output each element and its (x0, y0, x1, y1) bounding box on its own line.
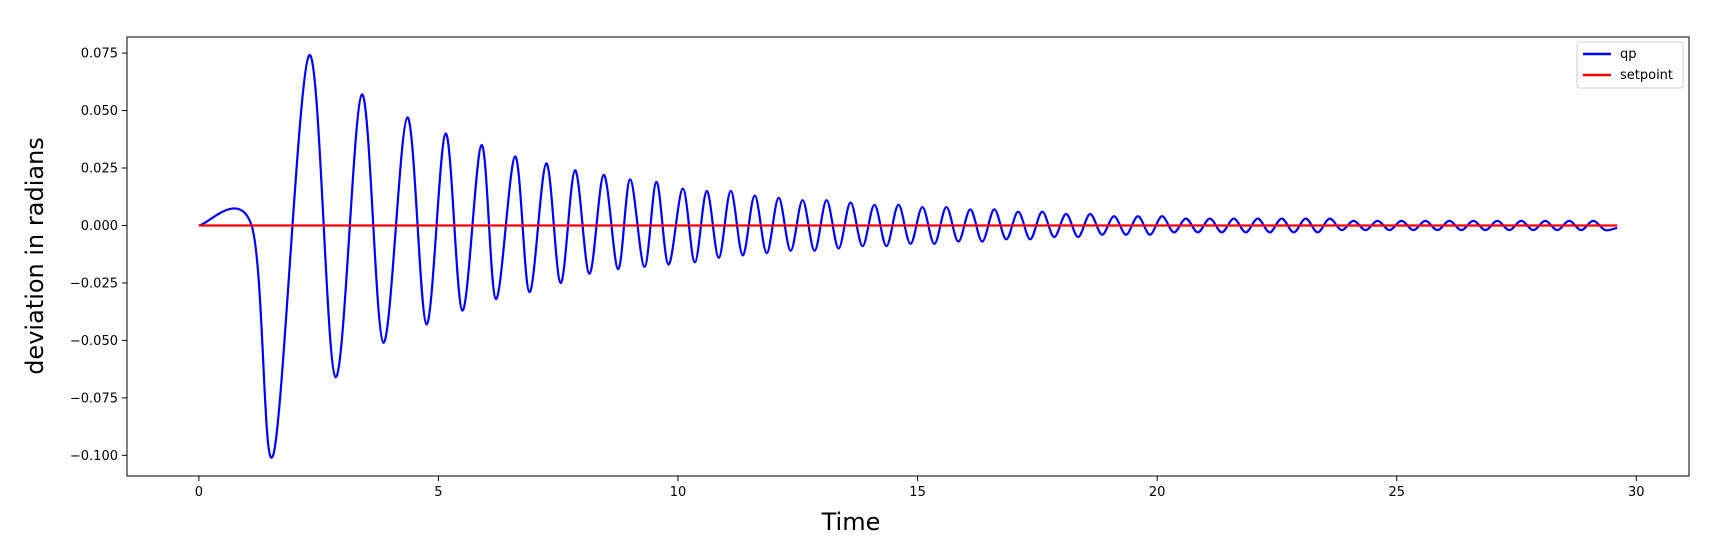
y-tick-label: 0.000 (81, 219, 118, 234)
y-tick-label: −0.075 (70, 391, 118, 406)
x-axis-title: Time (821, 508, 881, 536)
x-tick-label: 10 (670, 485, 687, 500)
y-tick-label: −0.050 (70, 334, 118, 349)
plot-area (127, 37, 1689, 476)
y-tick-label: 0.050 (81, 104, 118, 119)
x-axis-ticks: 0 5 10 15 20 25 30 (195, 476, 1645, 500)
y-tick-label: 0.075 (81, 47, 118, 62)
legend-label-setpoint: setpoint (1620, 68, 1673, 83)
plot-frame (126, 36, 1690, 477)
y-tick-label: 0.025 (81, 162, 118, 177)
legend-label-qp: qp (1620, 47, 1637, 62)
x-tick-label: 5 (434, 485, 442, 500)
x-tick-label: 20 (1149, 485, 1166, 500)
legend: qp setpoint (1576, 41, 1684, 89)
y-axis-ticks: −0.100 −0.075 −0.050 −0.025 0.000 0.025 0.050 0… (70, 47, 127, 464)
series-layer (198, 54, 1618, 459)
x-tick-label: 0 (195, 485, 203, 500)
y-tick-label: −0.100 (70, 449, 118, 464)
x-tick-label: 15 (909, 485, 926, 500)
x-tick-label: 25 (1388, 485, 1405, 500)
y-axis-title: deviation in radians (21, 137, 49, 375)
x-tick-label: 30 (1628, 485, 1645, 500)
y-tick-label: −0.025 (70, 276, 118, 291)
